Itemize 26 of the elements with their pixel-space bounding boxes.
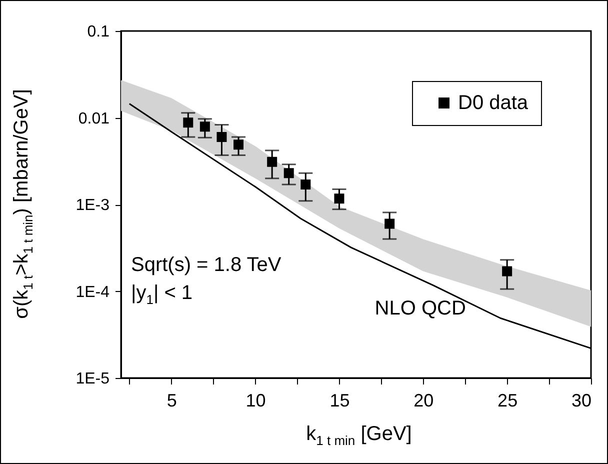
x-tick-label: 10 [246,390,266,410]
point [284,168,294,178]
point [216,132,227,142]
x-tick-label: 25 [498,390,518,410]
point [300,180,311,190]
x-tick-label: 15 [330,390,350,410]
point [384,218,395,229]
y-tick-label: 1E-5 [76,370,110,388]
y-tick-label: 0.1 [87,24,110,40]
series-label: NLO QCD [374,298,466,320]
point [200,122,210,132]
legend-label: D0 data [458,92,529,114]
annotation: |y$_{1}$| < 1 [131,282,193,307]
y-tick-label: 1E-4 [76,284,110,301]
point [502,266,512,276]
x-tick-label: 30 [571,390,592,410]
y-tick-label: 0.01 [78,110,110,128]
point [267,156,278,167]
x-tick-label: 5 [166,390,177,410]
x-axis-title: k$_{1 t min}$ [GeV] [305,423,413,448]
y-tick-label: 1E-3 [76,197,110,214]
x-tick-label: 20 [414,390,434,410]
point [183,118,194,128]
point [234,140,244,150]
point [334,194,344,204]
annotation: Sqrt(s) = 1.8 TeV [131,254,282,277]
